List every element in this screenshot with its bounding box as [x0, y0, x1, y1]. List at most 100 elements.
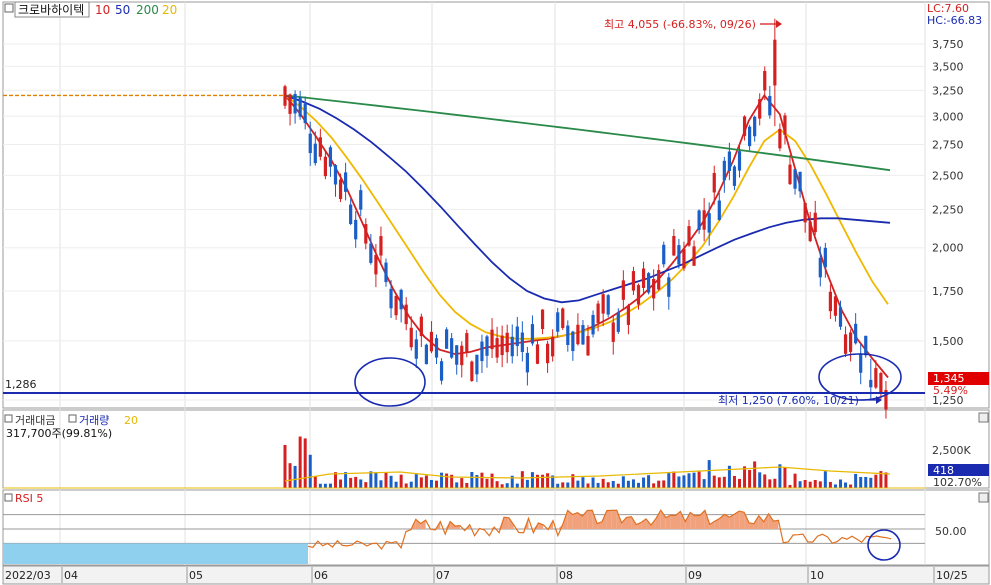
volume-bar — [677, 476, 681, 488]
volume-current-pct: 102.70% — [933, 476, 982, 489]
candle-body — [758, 99, 762, 119]
lc-label: LC:7.60 — [927, 2, 969, 15]
stock-name-box[interactable] — [14, 1, 90, 18]
rsi-axis-frame — [924, 489, 990, 566]
ma10-label: 10 — [95, 3, 110, 17]
volume-bar — [637, 482, 640, 488]
candle-body — [364, 224, 368, 244]
candle-body — [414, 339, 418, 359]
x-axis-bar — [2, 565, 990, 585]
x-axis-label: 10/25 — [936, 569, 968, 582]
candle-body — [500, 335, 504, 356]
volume-bar — [652, 483, 656, 488]
volume-bar — [318, 483, 322, 488]
volume-bar — [450, 474, 454, 488]
rsi-overbought-fill — [641, 518, 647, 529]
volume-bar — [323, 483, 327, 488]
candle-body — [515, 326, 519, 346]
volume-bar — [460, 478, 464, 488]
candle-body — [540, 309, 545, 330]
volume-bar — [536, 474, 539, 488]
rsi-overbought-fill — [420, 520, 426, 529]
volume-series-swatch — [68, 414, 77, 423]
candle-body — [768, 95, 772, 116]
volume-bar — [616, 483, 620, 488]
rsi-overbought-fill — [567, 510, 573, 529]
candle-body — [520, 332, 524, 352]
volume-bar — [662, 480, 666, 488]
volume-bar — [758, 472, 762, 488]
candle-body — [879, 372, 883, 393]
ma-line-200 — [284, 94, 891, 172]
volume-bar — [424, 475, 428, 488]
candle-body — [702, 210, 706, 230]
volume-bar — [561, 482, 565, 488]
volume-label-ma: 20 — [124, 414, 138, 427]
candle-body — [828, 291, 832, 312]
price-tick-label: 1,750 — [932, 285, 964, 298]
menu-box-icon[interactable] — [4, 3, 14, 13]
volume-bar — [606, 482, 610, 488]
x-axis-label: 08 — [559, 569, 573, 582]
rsi-overbought-fill — [621, 517, 627, 529]
volume-bar — [793, 473, 797, 488]
volume-bar — [445, 473, 449, 488]
volume-bar — [707, 460, 711, 488]
candle-body — [556, 312, 560, 332]
volume-bar — [364, 482, 368, 488]
rsi-overbought-fill — [655, 510, 661, 529]
volume-bar — [470, 471, 474, 488]
candle-body — [727, 151, 731, 171]
rsi-menu-icon[interactable] — [4, 493, 13, 502]
price-tick-label: 3,750 — [932, 38, 964, 51]
volume-close-button[interactable] — [978, 412, 989, 423]
rsi-plot — [3, 509, 925, 564]
volume-bar — [823, 471, 827, 488]
rsi-overbought-fill — [577, 512, 583, 529]
candle-body — [682, 248, 686, 269]
rsi-overbought-fill — [749, 522, 754, 529]
x-axis-label: 04 — [64, 569, 78, 582]
volume-bar — [778, 464, 782, 488]
candle-body — [571, 331, 575, 352]
x-axis-label: 10 — [810, 569, 824, 582]
volume-bar — [344, 472, 348, 488]
candle-body — [652, 278, 656, 299]
candle-body — [813, 212, 817, 233]
volume-bar — [884, 472, 888, 488]
current-price: 1,345 — [933, 372, 965, 385]
volume-bar — [369, 471, 373, 488]
volume-bar — [702, 479, 706, 488]
volume-menu-icon[interactable] — [4, 414, 13, 423]
rsi-close-button[interactable] — [978, 492, 989, 503]
rsi-line — [307, 509, 892, 551]
candle-body — [763, 71, 767, 91]
volume-bar — [773, 478, 777, 488]
price-tick-label: 3,000 — [932, 110, 964, 123]
volume-panel-frame — [2, 409, 926, 489]
ma200-label: 200 — [136, 3, 159, 17]
candle-body — [631, 271, 636, 291]
current-change: 5.49% — [933, 384, 968, 397]
rsi-overbought-fill — [729, 514, 735, 529]
volume-bar — [692, 472, 696, 488]
volume-bar — [763, 474, 767, 488]
volume-bar — [839, 479, 842, 488]
price-axis-ticks: 3,750 3,500 3,250 3,000 2,750 2,500 2,250 2,000… — [932, 38, 964, 407]
candle-body — [379, 236, 383, 256]
candle-body — [283, 86, 287, 106]
candle-body — [854, 323, 858, 344]
volume-bar — [475, 475, 479, 488]
volume-bar — [672, 471, 676, 488]
volume-bar — [596, 482, 600, 488]
candle-body — [445, 329, 449, 349]
volume-bar — [874, 474, 878, 488]
candle-body — [753, 116, 757, 137]
candle-body — [823, 247, 827, 268]
candle-body — [586, 336, 590, 356]
volume-bar — [515, 483, 519, 488]
volume-bar — [697, 471, 701, 488]
rsi-overbought-fill — [602, 510, 607, 529]
candle-body — [793, 169, 797, 189]
volume-bar — [712, 475, 716, 488]
